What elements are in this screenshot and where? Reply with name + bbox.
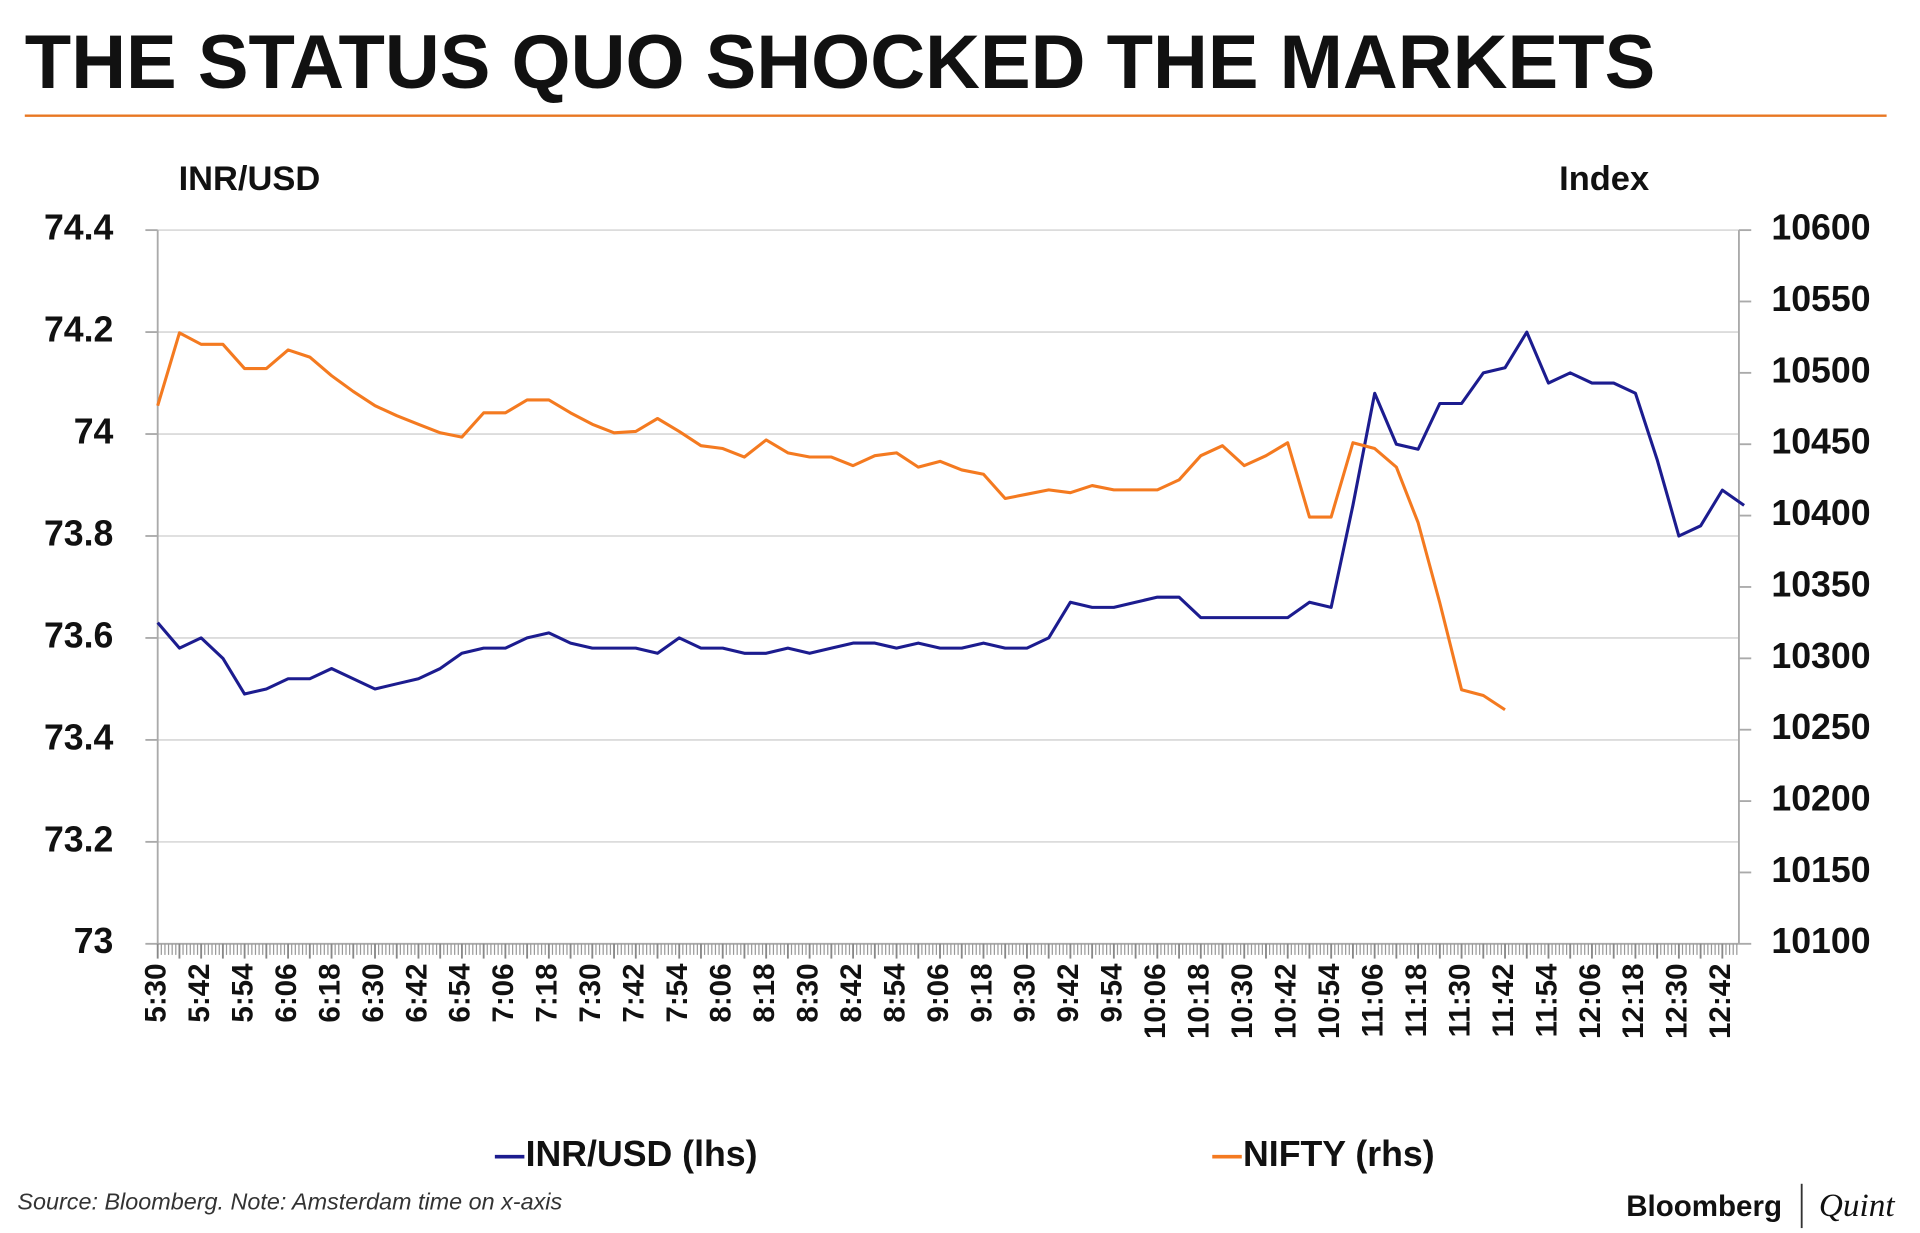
x-tick-label: 6:06	[270, 964, 303, 1023]
x-tick-label: 7:30	[574, 964, 607, 1023]
x-tick-label: 5:54	[226, 963, 259, 1023]
x-tick-label: 8:42	[835, 964, 868, 1023]
y-axis-label: INR/USD	[179, 160, 321, 198]
x-tick-label: 10:54	[1313, 963, 1346, 1039]
x-tick-label: 10:06	[1139, 964, 1172, 1040]
x-tick-label: 12:06	[1574, 964, 1607, 1040]
y2-tick-label: 10550	[1771, 279, 1870, 319]
x-tick-label: 11:06	[1356, 964, 1389, 1038]
x-tick-label: 6:30	[357, 964, 390, 1023]
series-line	[156, 331, 1506, 712]
y2-tick-label: 10500	[1771, 350, 1870, 390]
legend-label: INR/USD (lhs)	[526, 1134, 758, 1174]
y2-tick-label: 10600	[1771, 208, 1870, 248]
x-tick-label: 9:42	[1052, 964, 1085, 1023]
y-tick-label: 74	[74, 411, 114, 451]
x-tick-label: 8:54	[878, 963, 911, 1023]
y-tick-label: 73.6	[44, 615, 113, 655]
x-tick-label: 6:42	[400, 964, 433, 1023]
y2-tick-label: 10250	[1771, 707, 1870, 747]
x-tick-label: 6:18	[313, 964, 346, 1023]
y2-tick-label: 10350	[1771, 564, 1870, 604]
chart-title: THE STATUS QUO SHOCKED THE MARKETS	[25, 20, 1655, 105]
y-tick-label: 74.2	[44, 309, 113, 349]
x-tick-label: 10:18	[1183, 964, 1216, 1040]
x-tick-label: 10:30	[1226, 964, 1259, 1040]
x-tick-label: 7:06	[487, 964, 520, 1023]
x-tick-label: 10:42	[1270, 964, 1303, 1040]
legend-label: NIFTY (rhs)	[1243, 1134, 1435, 1174]
y-tick-label: 73.4	[44, 717, 114, 757]
logo-right: Quint	[1819, 1187, 1895, 1224]
x-tick-label: 5:30	[139, 964, 172, 1023]
x-tick-label: 7:42	[618, 964, 651, 1023]
y-tick-label: 73	[74, 921, 114, 961]
y2-tick-label: 10450	[1771, 422, 1870, 462]
source-note: Source: Bloomberg. Note: Amsterdam time …	[17, 1189, 562, 1215]
y-tick-label: 74.4	[44, 208, 114, 248]
x-tick-label: 8:06	[704, 964, 737, 1023]
x-tick-label: 7:18	[531, 964, 564, 1023]
y2-tick-label: 10150	[1771, 850, 1870, 890]
x-tick-label: 12:30	[1661, 964, 1694, 1040]
series-line	[156, 330, 1745, 696]
y2-axis-label: Index	[1559, 160, 1649, 198]
x-tick-label: 12:18	[1617, 964, 1650, 1040]
x-tick-label: 11:18	[1400, 964, 1433, 1038]
y2-tick-label: 10400	[1771, 493, 1870, 533]
x-tick-label: 9:06	[922, 964, 955, 1023]
x-tick-label: 9:30	[1009, 964, 1042, 1023]
x-tick-label: 7:54	[661, 963, 694, 1023]
x-tick-label: 9:54	[1096, 963, 1129, 1023]
x-tick-label: 11:42	[1487, 964, 1520, 1038]
y2-tick-label: 10300	[1771, 636, 1870, 676]
logo-left: Bloomberg	[1626, 1190, 1782, 1223]
x-tick-label: 8:18	[748, 964, 781, 1023]
x-tick-label: 11:30	[1443, 964, 1476, 1038]
x-tick-label: 6:54	[444, 963, 477, 1023]
x-tick-label: 9:18	[965, 964, 998, 1023]
y-tick-label: 73.8	[44, 513, 113, 553]
x-tick-label: 8:30	[791, 964, 824, 1023]
x-tick-label: 5:42	[183, 964, 216, 1023]
y2-tick-label: 10200	[1771, 779, 1870, 819]
y2-tick-label: 10100	[1771, 921, 1870, 961]
x-tick-label: 12:42	[1704, 964, 1737, 1040]
y-tick-label: 73.2	[44, 819, 113, 859]
x-tick-label: 11:54	[1530, 963, 1563, 1037]
